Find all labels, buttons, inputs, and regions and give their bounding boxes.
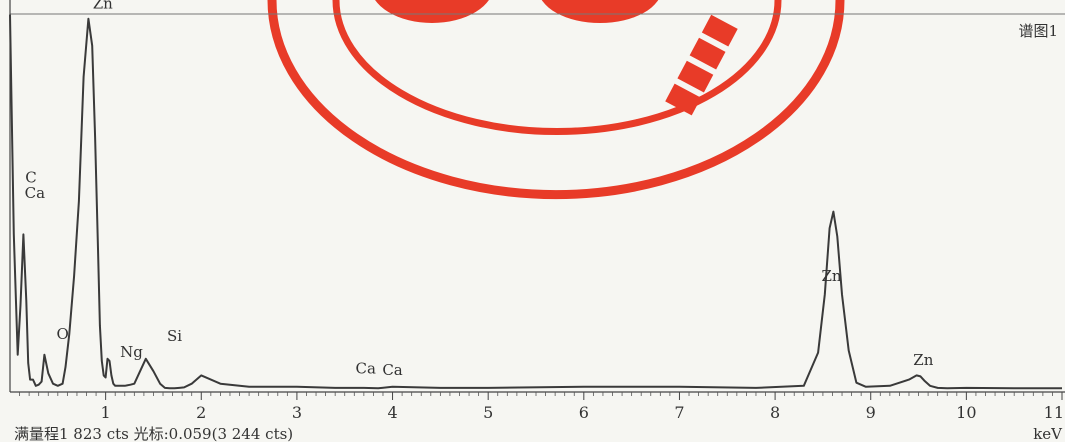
x-tick-label: 3 [292, 403, 302, 422]
peak-label: Si [167, 327, 182, 345]
x-tick-label: 7 [674, 403, 684, 422]
x-tick-label: 5 [483, 403, 493, 422]
x-tick-label: 6 [579, 403, 589, 422]
peak-label: Ca [25, 184, 45, 202]
peak-label: Ca [382, 361, 402, 379]
x-tick-label: 9 [866, 403, 876, 422]
footer-readout: 满量程1 823 cts 光标:0.059(3 244 cts) [14, 425, 293, 442]
x-tick-label: 2 [196, 403, 206, 422]
peak-label: Zn [913, 351, 933, 369]
x-tick-label: 1 [101, 403, 111, 422]
x-tick-label: 8 [770, 403, 780, 422]
spectrum-series-line [9, 14, 1062, 390]
peak-label: Ng [120, 343, 143, 361]
x-tick-label: 10 [956, 403, 976, 422]
seal-stamp-watermark [267, 0, 845, 200]
x-tick-label: 11 [1044, 403, 1064, 422]
x-minor-ticks [19, 392, 1053, 396]
x-axis-unit: keV [1033, 425, 1063, 442]
peak-label: Zn [93, 0, 113, 12]
x-tick-labels: 1 2 3 4 5 6 7 8 9 10 11 [101, 403, 1064, 422]
peak-label: O [56, 325, 68, 343]
x-major-ticks [105, 392, 1063, 400]
peak-label: Ca [356, 359, 376, 377]
x-tick-label: 4 [387, 403, 397, 422]
chart-title: 谱图1 [1018, 22, 1058, 40]
peak-label: Zn [821, 267, 841, 285]
peak-label: C [25, 169, 36, 187]
